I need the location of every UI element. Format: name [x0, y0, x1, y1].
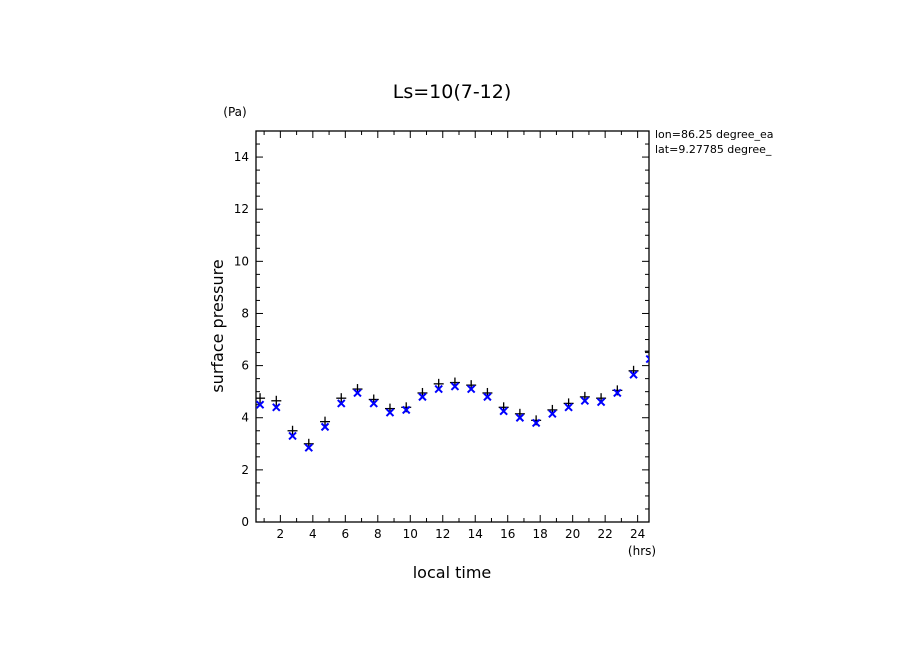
x-point [564, 403, 573, 412]
x-tick-label: 18 [533, 527, 548, 541]
annotation-lat: lat=9.27785 degree_ [655, 143, 772, 156]
x-tick-label: 24 [630, 527, 645, 541]
x-point [515, 413, 525, 422]
data-marks [256, 350, 649, 452]
y-tick-label: 14 [234, 150, 249, 164]
chart-title: Ls=10(7-12) [393, 81, 512, 103]
y-tick-label: 10 [234, 254, 249, 268]
x-tick-label: 22 [598, 527, 613, 541]
x-point [580, 396, 590, 405]
x-point [304, 443, 313, 452]
x-point [466, 384, 476, 394]
x-tick-label: 10 [403, 527, 418, 541]
x-point [369, 399, 378, 408]
axes [255, 130, 650, 523]
x-point [418, 392, 427, 402]
y-tick-label: 6 [241, 359, 249, 373]
x-point [385, 408, 395, 417]
plus-point [271, 395, 282, 406]
x-axis-label: local time [413, 563, 492, 582]
x-tick-label: 4 [309, 527, 317, 541]
x-point [596, 397, 606, 407]
x-tick-label: 8 [374, 527, 382, 541]
x-tick-label: 16 [500, 527, 515, 541]
x-point [337, 399, 346, 408]
x-tick-label: 2 [277, 527, 285, 541]
x-point [256, 400, 265, 409]
y-tick-label: 0 [241, 515, 249, 529]
plot-frame [255, 130, 650, 523]
x-unit-label: (hrs) [628, 544, 656, 558]
x-point [434, 384, 443, 394]
x-point [629, 370, 638, 379]
x-point [531, 418, 541, 428]
y-unit-label: (Pa) [223, 105, 246, 119]
y-tick-label: 8 [241, 306, 249, 320]
x-point [320, 422, 330, 432]
x-point [548, 409, 557, 419]
y-tick-label: 2 [241, 463, 249, 477]
y-axis-label: surface pressure [208, 259, 227, 392]
plus-point [256, 393, 266, 404]
plus-point [320, 416, 331, 427]
x-tick-label: 14 [468, 527, 483, 541]
x-point [272, 403, 281, 412]
plus-point [644, 350, 649, 352]
x-point [450, 382, 460, 391]
x-point [499, 407, 508, 416]
x-tick-label: 6 [341, 527, 349, 541]
x-tick-label: 12 [435, 527, 450, 541]
x-tick-label: 20 [565, 527, 580, 541]
x-point [353, 388, 362, 398]
x-point [645, 354, 649, 364]
plus-point [433, 378, 444, 389]
y-tick-label: 4 [241, 411, 249, 425]
plus-point [287, 425, 298, 436]
y-tick-label: 12 [234, 202, 249, 216]
annotation-lon: lon=86.25 degree_ea [655, 128, 774, 141]
x-point [288, 431, 297, 441]
plus-point [336, 393, 347, 404]
x-point [402, 405, 411, 415]
x-point [613, 388, 622, 398]
x-point [483, 392, 492, 402]
